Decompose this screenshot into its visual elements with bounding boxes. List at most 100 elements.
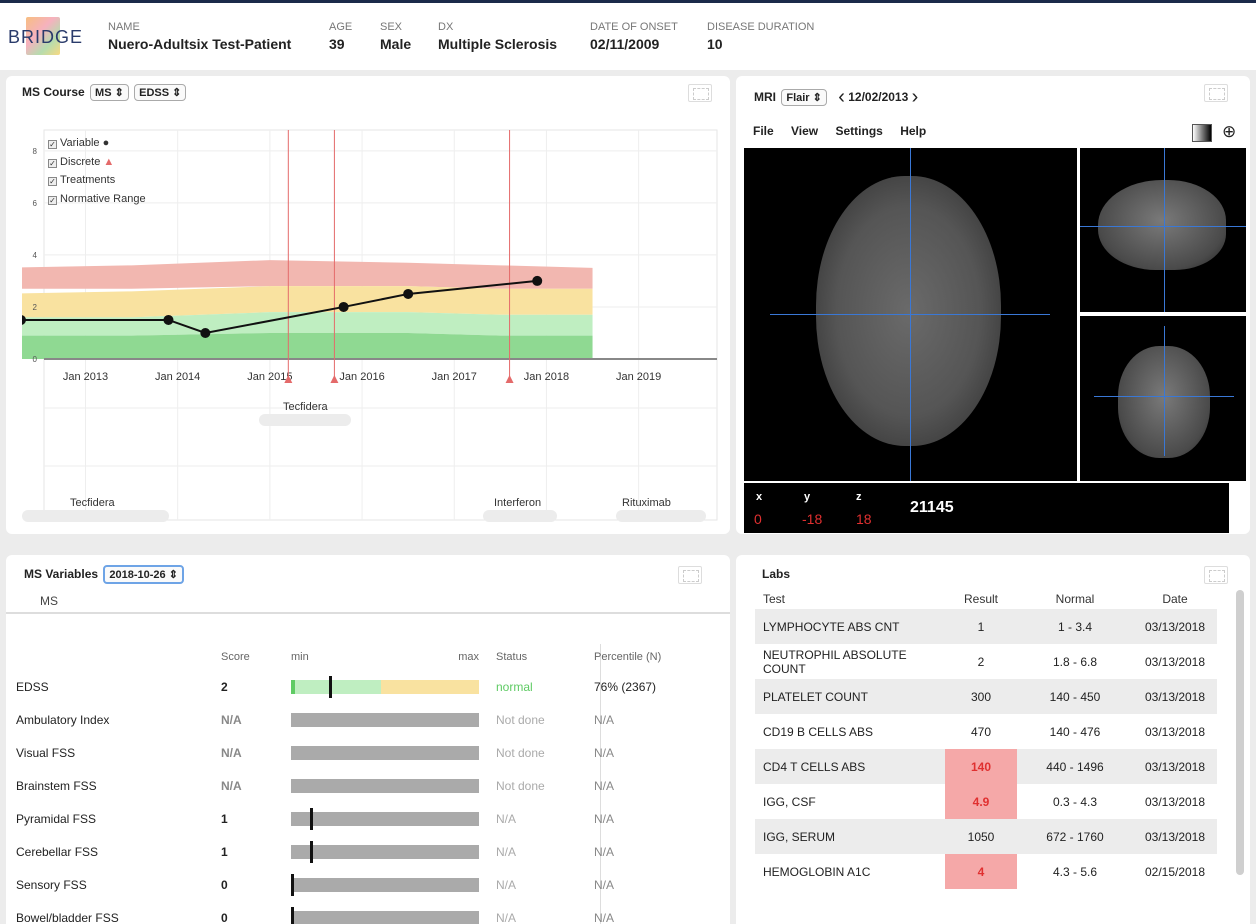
- variables-expand-icon[interactable]: [678, 566, 702, 584]
- data-point: [403, 288, 414, 299]
- contrast-icon[interactable]: [1192, 124, 1212, 142]
- x-tick-label: Jan 2014: [155, 371, 200, 383]
- lab-date: 03/13/2018: [1133, 609, 1217, 644]
- variable-status: Not done: [496, 712, 545, 727]
- variable-score: 1: [221, 844, 228, 859]
- sex-label: SEX: [380, 21, 403, 33]
- score-marker: [328, 675, 332, 698]
- variable-row[interactable]: Bowel/bladder FSS 0 N/A N/A: [16, 901, 716, 924]
- variable-status: normal: [496, 679, 533, 694]
- lab-row[interactable]: HEMOGLOBIN A1C 4 4.3 - 5.6 02/15/2018: [755, 854, 1217, 889]
- labs-scrollbar[interactable]: [1236, 590, 1244, 875]
- onset-label: DATE OF ONSET: [590, 21, 678, 33]
- onset-date: 02/11/2009: [590, 36, 660, 52]
- range-bar: [291, 675, 479, 698]
- labs-header-test: Test: [763, 592, 786, 606]
- legend-treatments[interactable]: ✓ Treatments: [48, 174, 116, 186]
- globe-icon[interactable]: ⊕: [1222, 122, 1237, 141]
- variable-status: Not done: [496, 745, 545, 760]
- patient-age: 39: [329, 36, 345, 52]
- course-variable-select[interactable]: MS ⇕: [90, 84, 129, 101]
- legend-variable-label: Variable: [60, 137, 100, 149]
- sagittal-crosshair-h: [1080, 226, 1246, 227]
- logo-text: BRIDGE: [8, 27, 84, 47]
- variable-name: Sensory FSS: [16, 877, 87, 892]
- lab-date: 03/13/2018: [1144, 654, 1206, 669]
- lab-result: 470: [970, 724, 992, 739]
- mri-expand-icon[interactable]: [1204, 84, 1228, 102]
- y-tick-label: 8: [33, 147, 38, 156]
- lab-row[interactable]: CD4 T CELLS ABS 140 440 - 1496 03/13/2018: [755, 749, 1217, 784]
- ms-course-chart: Jan 2013 Jan 2014 Jan 2015 Jan 2016 Jan 2017…: [22, 129, 718, 521]
- lab-date: 03/13/2018: [1133, 679, 1217, 714]
- mri-sequence-select[interactable]: Flair ⇕: [781, 89, 827, 106]
- labs-header-date: Date: [1162, 592, 1188, 606]
- treatment-bar-tecfidera-1[interactable]: [259, 414, 351, 426]
- mri-axial-view[interactable]: [744, 148, 1077, 481]
- variable-row[interactable]: Pyramidal FSS 1 N/A N/A: [16, 802, 716, 835]
- legend-normative[interactable]: ✓ Normative Range: [48, 193, 146, 205]
- menu-view[interactable]: View: [791, 124, 819, 138]
- lab-test-name: IGG, SERUM: [755, 819, 945, 854]
- coronal-crosshair-h: [1094, 396, 1234, 397]
- range-bar: [291, 840, 479, 863]
- patient-header: BRIDGE NAME Nuero-Adultsix Test-Patient …: [0, 0, 1256, 70]
- legend-variable[interactable]: ✓ Variable ●: [48, 137, 110, 149]
- lab-normal-range: 672 - 1760: [1017, 819, 1133, 854]
- lab-test-name: LYMPHOCYTE ABS CNT: [755, 609, 945, 644]
- menu-file[interactable]: File: [753, 124, 774, 138]
- lab-test-name: PLATELET COUNT: [755, 679, 945, 714]
- age-field: AGE 39: [329, 21, 352, 52]
- lab-row[interactable]: CD19 B CELLS ABS 470 140 - 476 03/13/2018: [755, 714, 1217, 749]
- age-label: AGE: [329, 21, 353, 33]
- menu-settings[interactable]: Settings: [835, 124, 883, 138]
- score-marker: [291, 906, 294, 924]
- lab-date: 03/13/2018: [1133, 749, 1217, 784]
- variables-date-select[interactable]: 2018-10-26 ⇕: [103, 565, 184, 584]
- patient-dx: Multiple Sclerosis: [438, 36, 558, 52]
- tab-ms[interactable]: MS: [40, 594, 58, 608]
- lab-test-name: NEUTROPHIL ABSOLUTE COUNT: [763, 647, 907, 676]
- variable-row[interactable]: Sensory FSS 0 N/A N/A: [16, 868, 716, 901]
- labs-expand-icon[interactable]: [1204, 566, 1228, 584]
- course-expand-icon[interactable]: [688, 84, 712, 102]
- mri-header: MRI Flair ⇕ ‹ 12/02/2013 ›: [754, 86, 918, 109]
- mri-sagittal-view[interactable]: [1080, 148, 1246, 312]
- prev-date-icon[interactable]: ‹: [838, 86, 845, 108]
- variable-percentile: N/A: [594, 910, 615, 924]
- lab-row[interactable]: IGG, CSF 4.9 0.3 - 4.3 03/13/2018: [755, 784, 1217, 819]
- duration-field: DISEASE DURATION 10: [707, 21, 814, 52]
- treatment-bar-rituximab[interactable]: [616, 510, 706, 522]
- normative-band: [22, 332, 593, 359]
- course-measure-select[interactable]: EDSS ⇕: [134, 84, 187, 101]
- variable-row[interactable]: Cerebellar FSS 1 N/A N/A: [16, 835, 716, 868]
- range-bar: [291, 807, 479, 830]
- variable-row[interactable]: Visual FSS N/A Not done N/A: [16, 736, 716, 769]
- ms-variables-table: Score min max Status Percentile (N) EDSS 2…: [16, 644, 716, 924]
- mri-coronal-view[interactable]: [1080, 316, 1246, 481]
- mri-date: 12/02/2013: [848, 90, 909, 104]
- menu-help[interactable]: Help: [900, 124, 927, 138]
- mri-axial-image: [816, 176, 1001, 446]
- lab-row[interactable]: IGG, SERUM 1050 672 - 1760 03/13/2018: [755, 819, 1217, 854]
- lab-date: 03/13/2018: [1133, 819, 1217, 854]
- y-tick-label: 0: [33, 355, 38, 364]
- x-coord-label: x: [756, 491, 763, 503]
- treatment-bar-interferon[interactable]: [483, 510, 557, 522]
- x-tick-label: Jan 2019: [616, 371, 661, 383]
- variable-row[interactable]: EDSS 2 normal 76% (2367): [16, 670, 716, 703]
- treatment-bar-tecfidera-2[interactable]: [22, 510, 169, 522]
- lab-row[interactable]: PLATELET COUNT 300 140 - 450 03/13/2018: [755, 679, 1217, 714]
- legend-discrete[interactable]: ✓ Discrete ▲: [48, 156, 115, 168]
- lab-row[interactable]: NEUTROPHIL ABSOLUTE COUNT 2 1.8 - 6.8 03/13…: [755, 644, 1217, 679]
- next-date-icon[interactable]: ›: [911, 86, 919, 108]
- variable-row[interactable]: Ambulatory Index N/A Not done N/A: [16, 703, 716, 736]
- labs-title: Labs: [762, 567, 791, 581]
- variable-percentile: N/A: [594, 844, 615, 859]
- x-tick-label: Jan 2016: [339, 371, 384, 383]
- data-point: [22, 315, 26, 325]
- ms-variables-header: MS Variables 2018-10-26 ⇕: [24, 565, 184, 584]
- lab-row[interactable]: LYMPHOCYTE ABS CNT 1 1 - 3.4 03/13/2018: [755, 609, 1217, 644]
- variable-row[interactable]: Brainstem FSS N/A Not done N/A: [16, 769, 716, 802]
- bridge-logo[interactable]: BRIDGE: [8, 17, 84, 57]
